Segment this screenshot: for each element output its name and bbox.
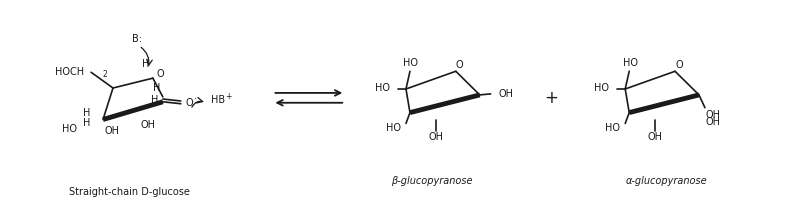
Text: :: : <box>194 95 198 105</box>
Text: H: H <box>82 108 90 118</box>
Text: HO: HO <box>622 58 638 68</box>
Text: O: O <box>675 60 683 70</box>
Text: HO: HO <box>62 124 77 134</box>
Text: OH: OH <box>140 120 155 130</box>
Text: OH: OH <box>706 110 721 120</box>
Text: 2: 2 <box>102 70 107 79</box>
Text: OH: OH <box>648 132 662 142</box>
Text: HOCH: HOCH <box>55 67 84 77</box>
Text: H: H <box>153 83 161 93</box>
Text: HO: HO <box>594 83 610 93</box>
Text: HO: HO <box>606 123 620 133</box>
Text: HO: HO <box>403 58 418 68</box>
Text: HO: HO <box>375 83 390 93</box>
Text: B:: B: <box>132 34 142 44</box>
Text: HB: HB <box>210 95 225 105</box>
Text: +: + <box>225 92 231 101</box>
Text: O: O <box>186 98 194 108</box>
Text: O: O <box>456 60 464 70</box>
Text: OH: OH <box>105 126 119 136</box>
Text: β-glucopyranose: β-glucopyranose <box>391 176 473 186</box>
Text: H: H <box>142 59 150 69</box>
Text: OH: OH <box>498 89 514 99</box>
Text: OH: OH <box>706 117 721 127</box>
Text: H: H <box>82 118 90 128</box>
Text: α-glucopyranose: α-glucopyranose <box>626 176 707 186</box>
Text: H: H <box>151 95 158 105</box>
Text: Straight-chain D-glucose: Straight-chain D-glucose <box>69 187 190 197</box>
Text: +: + <box>545 89 558 107</box>
Text: HO: HO <box>386 123 401 133</box>
Text: O: O <box>156 69 164 79</box>
Text: OH: OH <box>428 132 443 142</box>
